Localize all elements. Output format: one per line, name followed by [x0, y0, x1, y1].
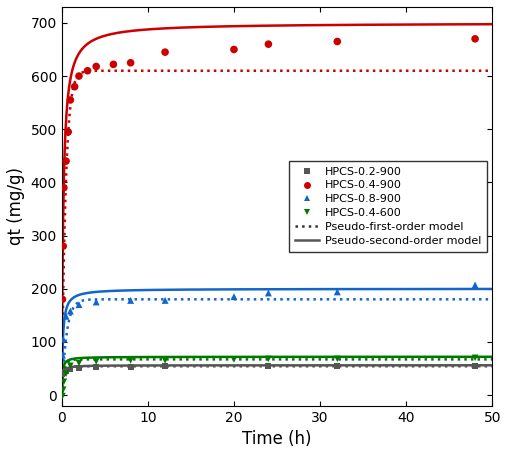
Point — [75, 359, 83, 367]
Point — [64, 128, 72, 136]
Point — [59, 335, 67, 343]
Point — [83, 67, 91, 74]
Point — [126, 363, 135, 370]
Point — [75, 365, 83, 372]
Point — [58, 352, 67, 359]
Point — [58, 370, 67, 377]
Point — [471, 35, 479, 42]
Point — [66, 96, 74, 104]
Point — [58, 392, 67, 399]
Point — [59, 386, 67, 393]
Point — [230, 293, 238, 300]
Point — [333, 288, 341, 295]
Point — [161, 357, 169, 364]
Point — [60, 368, 68, 375]
Point — [161, 363, 169, 370]
Point — [126, 297, 135, 304]
Point — [75, 72, 83, 80]
Point — [126, 59, 135, 66]
Point — [333, 38, 341, 45]
Point — [264, 289, 272, 297]
Point — [471, 362, 479, 369]
Legend: HPCS-0.2-900, HPCS-0.4-900, HPCS-0.8-900, HPCS-0.4-600, Pseudo-first-order model: HPCS-0.2-900, HPCS-0.4-900, HPCS-0.8-900… — [289, 161, 487, 252]
Point — [333, 355, 341, 363]
Point — [66, 362, 74, 369]
Point — [264, 355, 272, 363]
Point — [161, 297, 169, 304]
Point — [92, 298, 100, 306]
Point — [58, 296, 67, 303]
Point — [62, 370, 70, 377]
Point — [59, 369, 67, 376]
Point — [109, 61, 117, 68]
Point — [92, 364, 100, 371]
Point — [230, 356, 238, 363]
Point — [71, 83, 79, 91]
Point — [126, 357, 135, 364]
Point — [66, 308, 74, 315]
Point — [264, 40, 272, 48]
Point — [62, 157, 70, 165]
Point — [92, 358, 100, 365]
Point — [471, 281, 479, 288]
Point — [92, 63, 100, 70]
X-axis label: Time (h): Time (h) — [242, 430, 312, 448]
Point — [62, 313, 70, 320]
Point — [66, 366, 74, 373]
Point — [60, 378, 68, 385]
Point — [264, 363, 272, 370]
Point — [471, 354, 479, 361]
Point — [59, 243, 67, 250]
Point — [75, 301, 83, 308]
Point — [230, 46, 238, 53]
Point — [161, 49, 169, 56]
Point — [62, 367, 70, 374]
Point — [60, 184, 68, 191]
Y-axis label: qt (mg/g): qt (mg/g) — [7, 167, 25, 245]
Point — [333, 363, 341, 370]
